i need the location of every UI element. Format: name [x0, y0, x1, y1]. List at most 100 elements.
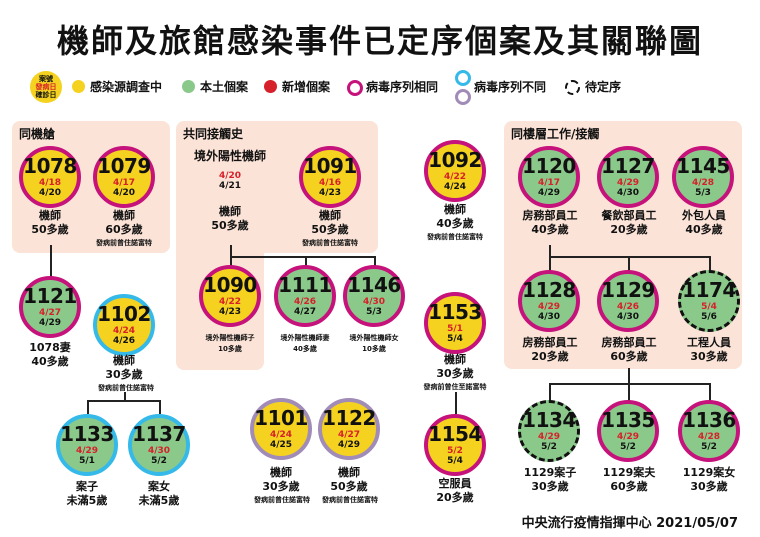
link-ext-family: [230, 256, 376, 258]
case-label-1102: 機師 30多歲: [105, 354, 143, 381]
case-circle-1133: 1133 4/29 5/1: [56, 414, 118, 476]
link-ext-down: [230, 245, 232, 257]
case-circle-1153: 1153 5/1 5/4: [424, 292, 486, 354]
link-floor-row: [549, 256, 711, 258]
case-note-1079: 發病前曾住諾富特: [96, 239, 152, 247]
case-note-1091: 發病前曾住諾富特: [302, 239, 358, 247]
external-source: 境外陽性機師: [181, 149, 279, 163]
case-circle-1101: 1101 4/24 4/25: [250, 398, 312, 460]
case-circle-1146: 1146 4/30 5/3: [343, 265, 405, 327]
legend-magenta-ring-icon: [347, 80, 363, 96]
case-circle-1102: 1102 4/24 4/26: [93, 294, 155, 356]
case-note-1122: 發病前曾住諾富特: [322, 496, 378, 504]
case-circle-1091: 1091 4/16 4/23: [299, 146, 361, 208]
link-1135-up: [628, 383, 630, 401]
case-circle-1134: 1134 4/29 5/2: [518, 400, 580, 462]
link-1146-up: [374, 256, 376, 266]
case-circle-1154: 1154 5/2 5/4: [424, 414, 486, 476]
external-source-dates: 4/20 4/21: [218, 171, 242, 191]
case-label-1121: 1078妻 40多歲: [29, 341, 71, 368]
case-circle-1127: 1127 4/29 4/30: [597, 146, 659, 208]
case-age-1111: 40多歲: [293, 345, 317, 353]
case-circle-1122: 1122 4/27 4/29: [318, 398, 380, 460]
case-note-1111: 境外陽性機師妻: [280, 334, 330, 342]
case-note-1153: 發病前曾住至諾富特: [423, 383, 487, 391]
case-label-1153: 機師 30多歲: [436, 353, 474, 380]
case-circle-1078: 1078 4/18 4/20: [19, 146, 81, 208]
footer-source: 中央流行疫情指揮中心 2021/05/07: [521, 516, 738, 531]
case-note-1101: 發病前曾住諾富特: [254, 496, 310, 504]
legend-red-dot-icon: [264, 80, 277, 93]
link-1102-children: [87, 400, 161, 402]
case-label-1122: 機師 50多歲: [330, 466, 368, 493]
case-circle-1111: 1111 4/26 4/27: [274, 265, 336, 327]
link-1174-up: [709, 256, 711, 271]
link-1133-up: [87, 400, 89, 414]
case-label-1154: 空服員 20多歲: [436, 477, 474, 504]
case-label-1092: 機師 40多歲: [436, 203, 474, 230]
link-1129-up: [628, 256, 630, 271]
case-label-1135: 1129案夫 60多歲: [602, 466, 656, 493]
legend-key-sample: 案號 發病日 確診日: [30, 71, 62, 103]
legend-label: 病毒序列相同: [366, 80, 439, 94]
case-circle-1079: 1079 4/17 4/20: [93, 146, 155, 208]
case-circle-1120: 1120 4/17 4/29: [518, 146, 580, 208]
external-source-label: 境外陽性機師: [193, 149, 266, 163]
legend-label: 感染源調查中: [90, 80, 163, 94]
case-circle-1145: 1145 4/28 5/3: [672, 146, 734, 208]
link-1129-down: [628, 368, 630, 384]
link-1120-1128: [549, 245, 551, 271]
case-label-1129: 房務部員工 60多歲: [601, 336, 657, 363]
case-label-1079: 機師 60多歲: [105, 209, 143, 236]
case-label-1134: 1129案子 30多歲: [523, 466, 577, 493]
case-note-1090: 境外陽性機師子: [205, 334, 255, 342]
case-label-1101: 機師 30多歲: [262, 466, 300, 493]
case-label-1127: 餐飲部員工 20多歲: [601, 209, 657, 236]
legend-label: 待定序: [585, 80, 622, 94]
link-1137-up: [159, 400, 161, 414]
case-circle-1090: 1090 4/22 4/23: [199, 265, 261, 327]
link-1111-up: [305, 256, 307, 266]
case-circle-1174: 1174 5/4 5/6: [678, 270, 740, 332]
panel-title-common-contact: 共同接觸史: [183, 127, 244, 141]
link-1129-family: [549, 383, 711, 385]
case-label-external: 機師 50多歲: [211, 205, 249, 232]
case-label-1137: 案女 未滿5歲: [138, 480, 180, 507]
legend-yellow-dot-icon: [72, 80, 85, 93]
legend-green-dot-icon: [182, 80, 195, 93]
case-circle-1128: 1128 4/29 4/30: [518, 270, 580, 332]
link-1102-down: [124, 392, 126, 401]
case-label-1128: 房務部員工 20多歲: [522, 336, 578, 363]
case-circle-1121: 1121 4/27 4/29: [19, 276, 81, 338]
case-note-1092: 發病前曾住諾富特: [427, 233, 483, 241]
case-note-1102: 發病前曾住諾富特: [98, 384, 154, 392]
link-1153-1154: [455, 392, 457, 414]
legend-dashed-ring-icon: [565, 80, 580, 95]
case-label-1078: 機師 50多歲: [31, 209, 69, 236]
legend-label: 病毒序列不同: [474, 80, 547, 94]
case-circle-1137: 1137 4/30 5/2: [128, 414, 190, 476]
legend-purple-ring-icon: [455, 89, 471, 105]
link-1090-up: [230, 256, 232, 266]
link-1078-1121: [50, 245, 52, 277]
link-1136-up: [709, 383, 711, 401]
case-note-1146: 境外陽性機師女: [349, 334, 399, 342]
page-title: 機師及旅館感染事件已定序個案及其關聯圖: [56, 22, 703, 60]
case-label-1120: 房務部員工 40多歲: [522, 209, 578, 236]
case-circle-1135: 1135 4/29 5/2: [597, 400, 659, 462]
case-label-1133: 案子 未滿5歲: [66, 480, 108, 507]
legend-blue-ring-icon: [455, 70, 471, 86]
case-circle-1129: 1129 4/26 4/30: [597, 270, 659, 332]
panel-title-same-flight: 同機艙: [19, 127, 56, 141]
legend-label: 本土個案: [200, 80, 249, 94]
case-label-1136: 1129案女 30多歲: [682, 466, 736, 493]
case-label-1174: 工程人員 30多歲: [687, 336, 731, 363]
panel-title-same-floor: 同樓層工作/接觸: [511, 127, 600, 141]
case-label-1145: 外包人員 40多歲: [682, 209, 726, 236]
case-age-1146: 10多歲: [362, 345, 386, 353]
case-circle-1092: 1092 4/22 4/24: [424, 140, 486, 202]
legend-label: 新增個案: [282, 80, 331, 94]
case-label-1091: 機師 50多歲: [311, 209, 349, 236]
link-1134-up: [549, 383, 551, 401]
case-circle-1136: 1136 4/28 5/2: [678, 400, 740, 462]
